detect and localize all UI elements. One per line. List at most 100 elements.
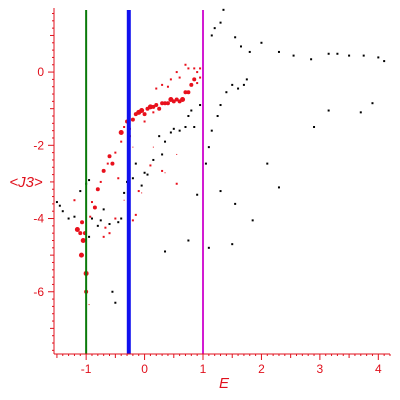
data-point-red <box>114 217 117 220</box>
data-point-black <box>260 41 263 44</box>
data-point-red <box>95 187 100 192</box>
data-point-black <box>362 54 365 57</box>
data-point-red <box>107 154 112 159</box>
data-point-black <box>193 125 196 128</box>
data-point-black <box>114 301 117 304</box>
x-tick-label: 3 <box>317 362 324 376</box>
data-point-black <box>377 56 380 59</box>
data-point-black <box>143 171 146 174</box>
data-point-black <box>239 45 242 48</box>
data-point-red <box>180 97 186 103</box>
data-point-black <box>169 131 172 134</box>
data-point-red <box>139 108 145 114</box>
y-tick-label: -2 <box>33 138 44 152</box>
data-point-black <box>187 115 190 118</box>
x-tick-label: 0 <box>141 362 148 376</box>
data-point-red <box>161 169 164 172</box>
data-point-black <box>123 191 126 194</box>
data-point-red <box>78 231 83 236</box>
data-point-red <box>165 101 170 106</box>
data-point-black <box>222 8 225 11</box>
data-point-black <box>237 87 240 90</box>
data-point-red <box>101 168 106 173</box>
data-point-black <box>67 217 70 220</box>
data-point-black <box>146 173 149 176</box>
data-point-black <box>88 235 91 238</box>
series-red-points <box>73 63 202 306</box>
data-point-black <box>336 52 339 55</box>
data-point-red <box>161 83 164 86</box>
data-point-black <box>196 193 199 196</box>
data-point-red <box>176 153 178 155</box>
data-point-red <box>151 104 156 109</box>
data-point-red <box>196 71 199 74</box>
data-point-black <box>152 158 155 161</box>
data-point-black <box>164 250 167 253</box>
data-point-red <box>160 101 165 106</box>
data-point-red <box>142 112 147 117</box>
data-point-red <box>152 146 154 148</box>
data-point-black <box>313 125 316 128</box>
data-point-black <box>108 223 111 226</box>
data-point-black <box>371 102 374 105</box>
data-point-red <box>90 201 93 204</box>
data-point-red <box>155 87 158 90</box>
data-point-red <box>118 129 124 135</box>
data-point-black <box>117 221 120 224</box>
data-point-black <box>231 243 234 246</box>
data-point-black <box>310 58 313 61</box>
data-point-red <box>110 161 115 166</box>
data-point-black <box>120 217 123 220</box>
data-point-black <box>348 54 351 57</box>
data-point-red <box>92 205 97 210</box>
data-point-red <box>132 146 134 148</box>
data-point-red <box>99 180 102 183</box>
data-point-black <box>207 246 210 249</box>
data-point-red <box>169 78 172 81</box>
data-point-red <box>123 199 125 201</box>
data-point-red <box>199 67 202 70</box>
data-point-red <box>164 172 166 174</box>
data-point-black <box>178 129 181 132</box>
x-tick-label: -1 <box>81 362 92 376</box>
data-point-red <box>134 213 137 216</box>
data-point-black <box>234 202 237 205</box>
data-point-red <box>120 140 123 143</box>
data-point-red <box>157 106 162 111</box>
data-point-red <box>130 117 135 122</box>
data-point-red <box>187 67 190 70</box>
data-point-black <box>58 204 61 207</box>
data-point-black <box>277 50 280 53</box>
data-point-black <box>251 219 254 222</box>
data-point-black <box>219 21 222 24</box>
data-point-red <box>73 199 76 202</box>
data-point-black <box>102 208 105 211</box>
data-point-red <box>80 237 86 243</box>
data-point-black <box>184 125 187 128</box>
data-point-red <box>89 215 92 218</box>
data-point-red <box>175 182 178 185</box>
data-point-red <box>166 85 169 88</box>
data-point-red <box>117 177 120 180</box>
data-point-red <box>137 190 140 193</box>
data-point-red <box>171 99 176 104</box>
data-point-black <box>210 129 213 132</box>
data-point-black <box>213 27 216 30</box>
y-tick-label: -6 <box>33 285 44 299</box>
data-point-black <box>111 290 114 293</box>
data-point-black <box>73 215 76 218</box>
data-point-red <box>78 252 84 258</box>
data-point-black <box>131 177 134 180</box>
data-point-black <box>207 146 210 149</box>
data-point-red <box>147 104 153 110</box>
data-point-red <box>152 111 155 114</box>
data-point-black <box>383 60 386 63</box>
series-black-points <box>55 8 386 304</box>
data-point-black <box>134 162 137 165</box>
data-point-black <box>242 83 245 86</box>
data-point-red <box>106 162 109 165</box>
y-axis-label: <J3> <box>9 174 43 191</box>
data-point-red <box>88 304 90 306</box>
y-tick-label: 0 <box>37 65 44 79</box>
